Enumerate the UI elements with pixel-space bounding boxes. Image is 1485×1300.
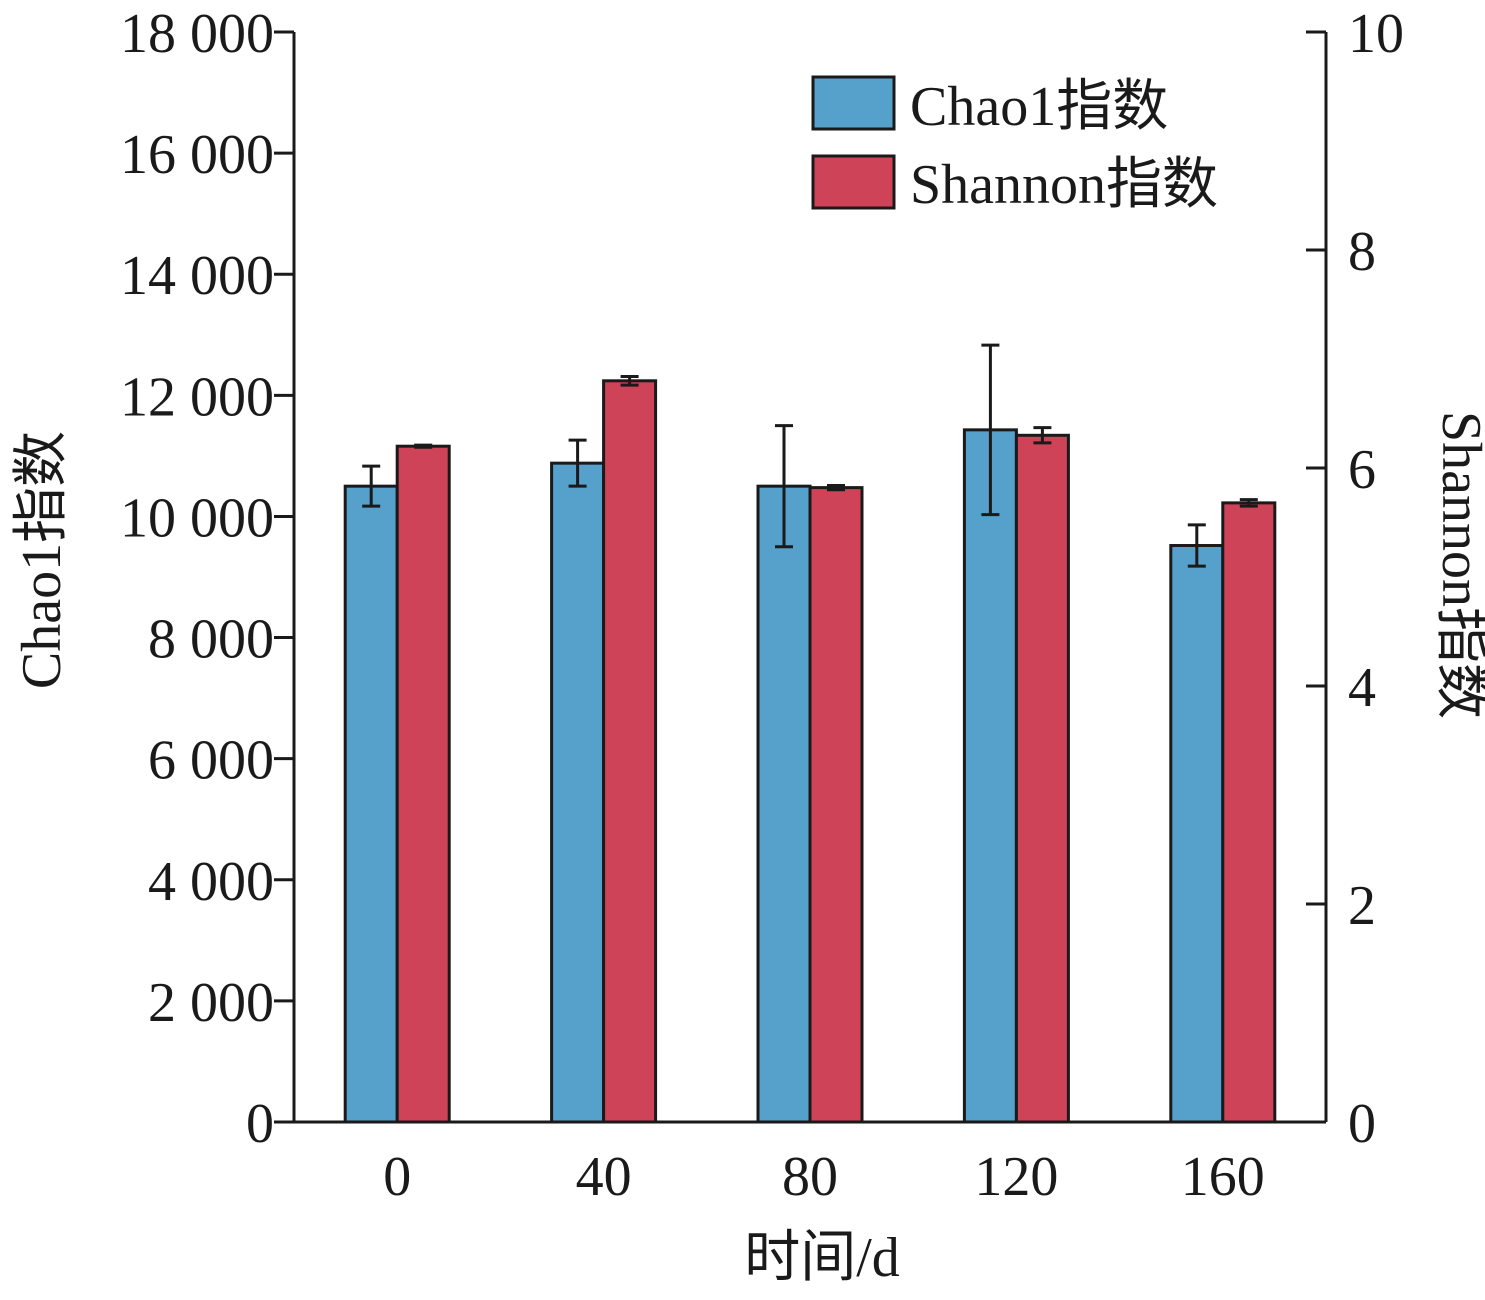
bar-chao1-120 — [962, 428, 1018, 1124]
y2-tick-label: 6 — [1348, 439, 1376, 501]
y-tick-label: 18 000 — [120, 3, 274, 65]
bars — [343, 343, 1277, 1124]
y2-tick-label: 8 — [1348, 221, 1376, 283]
y-tick-label: 8 000 — [148, 609, 274, 671]
bar-shannon-80 — [808, 486, 864, 1124]
bar-shannon-120 — [1014, 433, 1070, 1124]
x-tick-label-160: 160 — [1181, 1146, 1265, 1208]
legend-swatch-chao1 — [811, 75, 896, 131]
legend-label-shannon: Shannon指数 — [910, 154, 1218, 216]
legend-label-chao1: Chao1指数 — [910, 76, 1168, 138]
y2-tick-label: 2 — [1348, 875, 1376, 937]
y2-tick-label: 10 — [1348, 3, 1404, 65]
y-tick-label: 12 000 — [120, 366, 274, 428]
x-tick-label-0: 0 — [383, 1146, 411, 1208]
y-axis-title: Chao1指数 — [11, 431, 73, 689]
legend-swatch-shannon — [811, 154, 896, 210]
y2-axis-title: Shannon指数 — [1430, 411, 1485, 719]
y-tick-label: 10 000 — [120, 487, 274, 549]
bar-shannon-40 — [602, 379, 658, 1124]
y-tick-label: 16 000 — [120, 124, 274, 186]
x-tick-label-80: 80 — [782, 1146, 838, 1208]
y2-tick-label: 0 — [1348, 1093, 1376, 1155]
x-tick-label-120: 120 — [974, 1146, 1058, 1208]
y-tick-label: 14 000 — [120, 245, 274, 307]
y-tick-label: 6 000 — [148, 730, 274, 792]
bar-shannon-160 — [1221, 501, 1277, 1124]
y2-tick-label: 4 — [1348, 657, 1376, 719]
y-tick-label: 4 000 — [148, 851, 274, 913]
y-tick-label: 0 — [246, 1093, 274, 1155]
x-tick-label-40: 40 — [576, 1146, 632, 1208]
legend: Chao1指数 Shannon指数 — [811, 75, 1218, 216]
bar-chao1-40 — [550, 461, 606, 1124]
bar-chao1-160 — [1169, 544, 1225, 1124]
x-axis-title: 时间/d — [744, 1227, 900, 1289]
y-tick-label: 2 000 — [148, 972, 274, 1034]
bar-chao1-80 — [756, 484, 812, 1124]
bar-chao1-0 — [343, 484, 399, 1124]
bar-shannon-0 — [395, 444, 451, 1124]
